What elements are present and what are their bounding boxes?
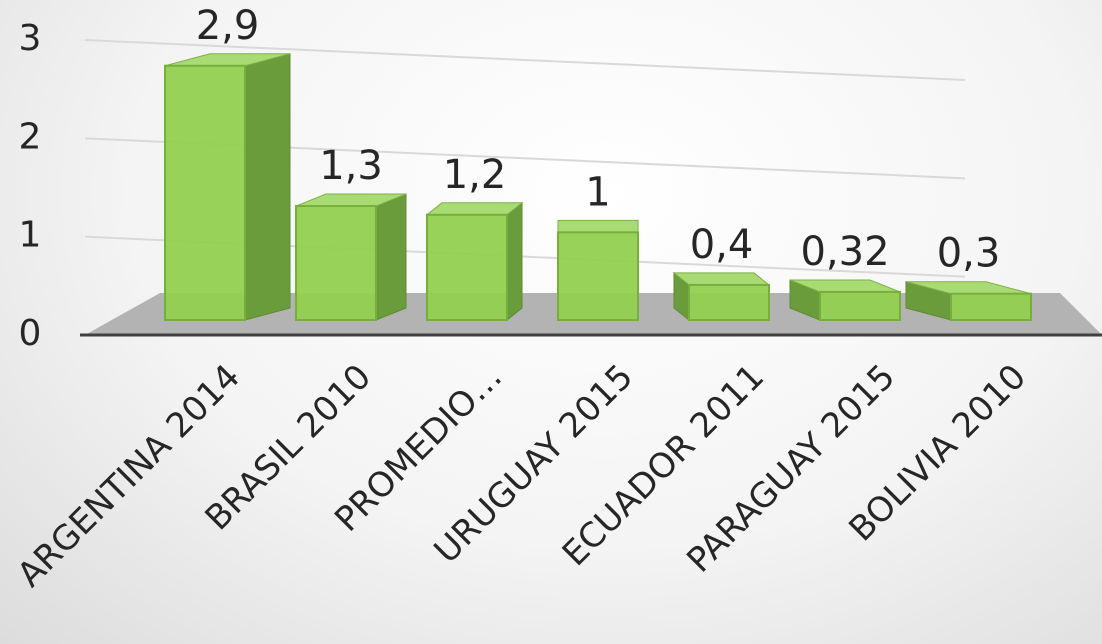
bar [950,292,1032,322]
bar-group [164,53,291,322]
bar-top [425,202,524,216]
y-tick-label: 2 [19,116,42,157]
x-tick-label: ARGENTINA 2014 [10,357,248,595]
bar-group [425,201,524,322]
bar-side [244,53,291,321]
bar-group [789,279,901,321]
data-label: 0,32 [800,229,889,275]
bar-side [506,201,523,322]
bar-group [672,271,771,322]
grid-line [84,39,966,81]
bar-top [557,219,639,233]
bar-group [557,219,639,321]
y-tick-label: 3 [19,18,42,59]
bar [426,213,508,321]
bar [295,205,377,322]
bar [164,64,246,322]
bar-side [375,193,407,321]
bar-top [672,272,771,286]
data-label: 1 [585,169,610,215]
bar-group [905,281,1032,322]
data-label: 1,2 [443,152,507,198]
data-label: 1,3 [319,143,383,189]
bar-group [295,193,407,322]
y-tick-label: 0 [19,313,42,354]
bar [819,290,901,321]
data-label: 0,3 [937,231,1001,277]
bar [557,231,639,321]
data-label: 0,4 [690,222,754,268]
bar [688,283,770,321]
data-label: 2,9 [196,3,260,49]
y-tick-label: 1 [19,215,42,256]
